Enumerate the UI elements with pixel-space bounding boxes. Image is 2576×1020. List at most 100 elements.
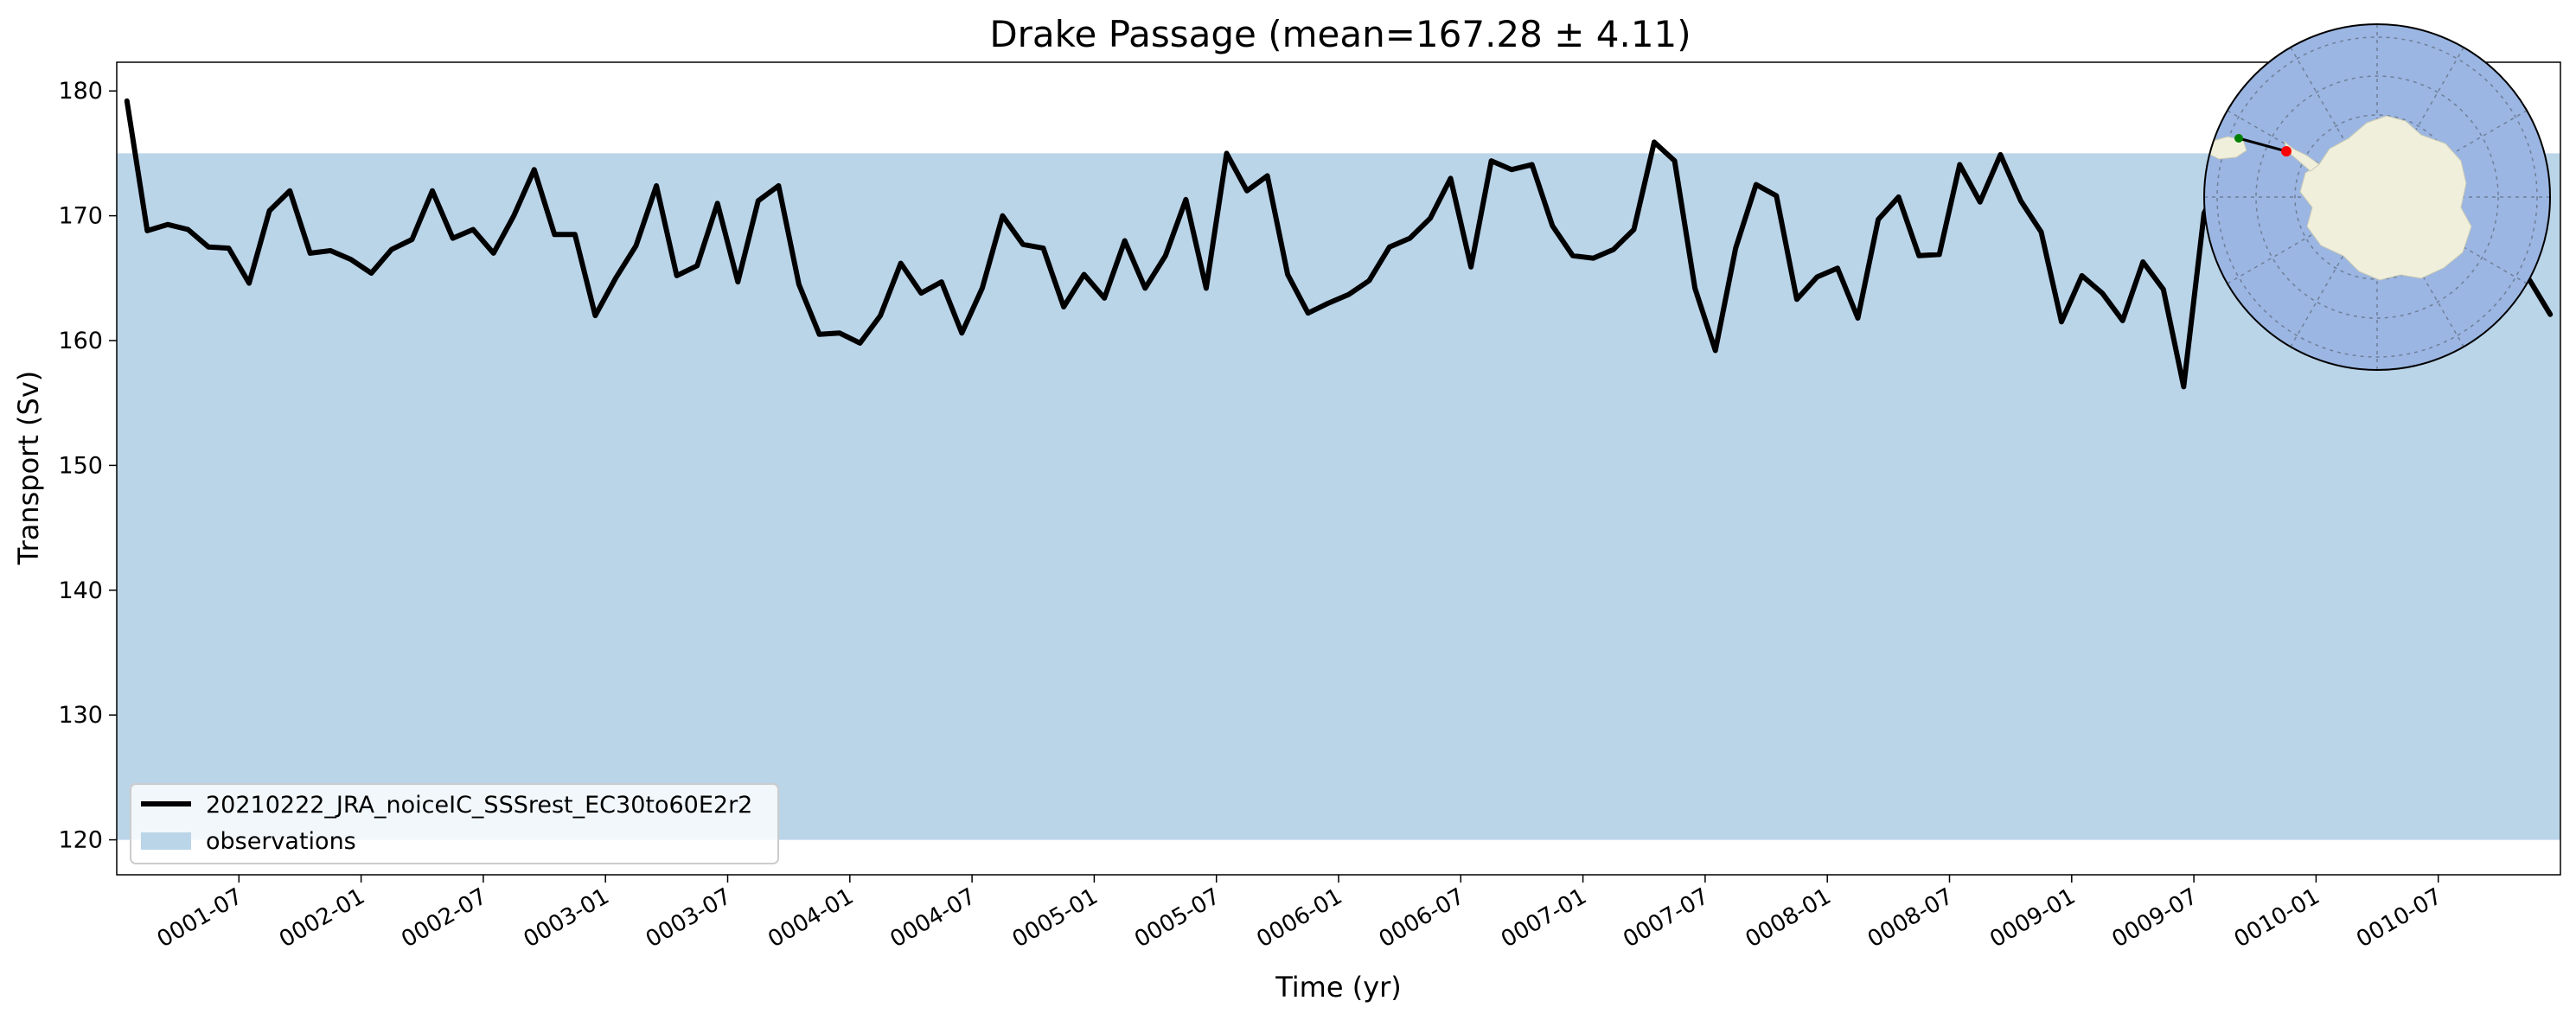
y-tick-label: 180 <box>58 78 103 105</box>
data-point <box>756 198 761 203</box>
data-point <box>125 99 130 104</box>
x-tick-label: 0008-01 <box>1742 883 1836 953</box>
data-point <box>368 271 374 276</box>
data-point <box>1244 188 1250 194</box>
data-point <box>1835 265 1840 271</box>
x-tick-label: 0007-07 <box>1619 883 1713 953</box>
data-point <box>144 228 150 233</box>
data-point <box>430 188 435 194</box>
latitude-circle <box>2216 36 2538 358</box>
globe-outline <box>2203 23 2551 371</box>
data-point <box>1082 272 1087 277</box>
chart-title: Drake Passage (mean=167.28 ± 4.11) <box>989 13 1691 55</box>
data-point <box>858 341 863 346</box>
x-axis-label: Time (yr) <box>1275 971 1402 1004</box>
data-point <box>287 188 292 194</box>
data-point <box>1550 223 1555 228</box>
data-point <box>1000 214 1005 219</box>
data-point <box>674 273 680 278</box>
data-point <box>1102 296 1107 301</box>
data-point <box>1998 152 2003 157</box>
data-point <box>2547 312 2553 317</box>
data-point <box>451 236 456 241</box>
data-point <box>1428 216 1433 220</box>
x-tick-label: 0002-07 <box>397 883 491 953</box>
data-point <box>511 214 516 219</box>
x-axis: 0001-07 0002-01 0002-07 0003-01 0003-07 0004-… <box>153 875 2446 953</box>
data-point <box>1468 265 1473 270</box>
x-tick-label: 0009-07 <box>2108 883 2202 953</box>
data-point <box>1061 304 1066 309</box>
data-point <box>1672 158 1678 163</box>
data-point <box>1733 245 1738 251</box>
data-point <box>1489 158 1494 163</box>
data-point <box>2059 319 2064 324</box>
data-point <box>1346 292 1352 297</box>
data-point <box>2161 287 2166 292</box>
data-point <box>654 183 659 188</box>
legend: 20210222_JRA_noiceIC_SSSrest_EC30to60E2r… <box>130 783 779 864</box>
observations-band <box>117 153 2560 840</box>
x-tick-label: 0010-07 <box>2352 883 2446 953</box>
legend-observations-label: observations <box>206 828 356 855</box>
section-line <box>2238 137 2287 153</box>
data-point <box>980 285 985 290</box>
data-point <box>613 276 618 281</box>
data-point <box>1224 150 1229 156</box>
data-point <box>2140 259 2145 265</box>
x-tick-label: 0007-01 <box>1497 883 1591 953</box>
data-point <box>1204 285 1209 290</box>
data-point <box>1570 253 1576 258</box>
data-point <box>634 243 638 248</box>
data-point <box>1632 227 1636 232</box>
data-point <box>1957 162 1962 167</box>
data-point <box>2039 229 2043 234</box>
data-point <box>389 247 394 252</box>
data-point <box>1937 252 1942 257</box>
data-point <box>165 222 170 227</box>
section-start-marker <box>2234 134 2243 143</box>
data-point <box>552 232 557 237</box>
data-point <box>1306 310 1311 316</box>
data-point <box>267 208 272 214</box>
y-tick-label: 160 <box>58 328 103 354</box>
data-point <box>185 227 190 232</box>
y-axis: 120 130 140 150 160 170 180 <box>58 78 117 854</box>
x-tick-label: 0005-01 <box>1008 883 1103 953</box>
data-point <box>1692 285 1697 290</box>
data-point <box>1611 247 1616 252</box>
data-point <box>959 330 964 335</box>
data-point <box>817 332 821 337</box>
x-tick-label: 0008-07 <box>1863 883 1958 953</box>
data-point <box>227 245 231 251</box>
data-point <box>1774 194 1779 198</box>
data-point <box>1530 162 1535 167</box>
x-tick-label: 0003-01 <box>520 883 614 953</box>
y-axis-label: Transport (Sv) <box>12 371 45 566</box>
latitude-circle <box>2255 75 2499 319</box>
data-point <box>491 251 496 256</box>
data-point <box>735 279 740 284</box>
transport-series-line <box>124 98 2554 390</box>
data-point <box>1916 253 1921 258</box>
data-point <box>1754 182 1759 187</box>
data-point <box>572 232 578 237</box>
plot-area <box>117 98 2560 840</box>
data-point <box>1183 197 1188 202</box>
data-point <box>1326 301 1331 306</box>
y-tick-label: 140 <box>58 577 103 604</box>
x-tick-label: 0002-01 <box>275 883 369 953</box>
data-point <box>1856 316 1860 321</box>
x-tick-label: 0004-07 <box>886 883 981 953</box>
data-point <box>918 290 924 296</box>
data-point <box>1122 239 1128 243</box>
antarctica-landmass <box>2299 115 2472 281</box>
legend-observations-swatch <box>141 832 191 850</box>
data-point <box>206 245 211 250</box>
data-point <box>1713 348 1718 353</box>
y-tick-label: 150 <box>58 452 103 479</box>
data-point <box>796 282 802 287</box>
data-point <box>1652 139 1657 144</box>
data-point <box>410 237 414 242</box>
